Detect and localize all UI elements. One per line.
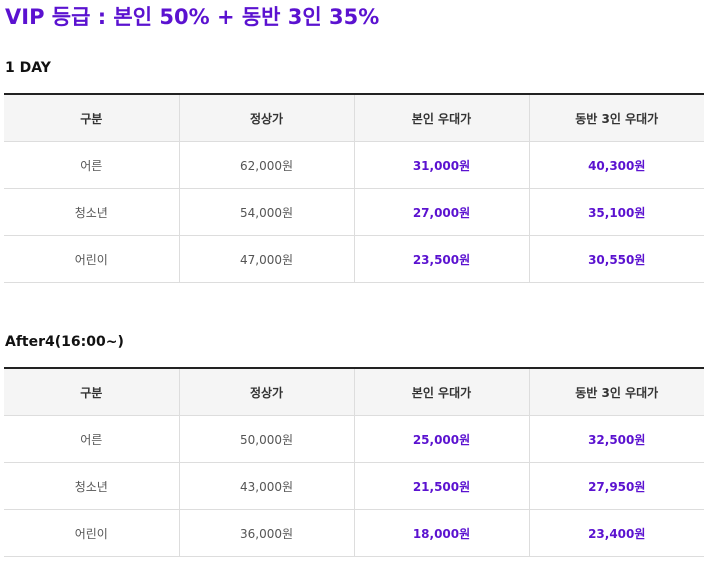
table-row: 어른 50,000원 25,000원 32,500원 <box>4 415 704 463</box>
row-category: 어린이 <box>4 509 179 557</box>
table-row: 청소년 54,000원 27,000원 35,100원 <box>4 188 704 236</box>
row-companion-price: 30,550원 <box>528 235 704 283</box>
column-header-self-discount: 본인 우대가 <box>353 94 529 142</box>
table-row: 어린이 36,000원 18,000원 23,400원 <box>4 509 704 557</box>
row-category: 어린이 <box>4 235 179 283</box>
row-regular-price: 43,000원 <box>178 462 354 510</box>
row-self-price: 23,500원 <box>353 235 529 283</box>
page-title: VIP 등급 : 본인 50% + 동반 3인 35% <box>5 5 380 29</box>
row-companion-price: 27,950원 <box>528 462 704 510</box>
row-companion-price: 23,400원 <box>528 509 704 557</box>
row-companion-price: 35,100원 <box>528 188 704 236</box>
column-header-regular-price: 정상가 <box>178 94 354 142</box>
table-header-row: 구분 정상가 본인 우대가 동반 3인 우대가 <box>4 368 704 416</box>
column-header-self-discount: 본인 우대가 <box>353 368 529 416</box>
row-regular-price: 36,000원 <box>178 509 354 557</box>
table-header-row: 구분 정상가 본인 우대가 동반 3인 우대가 <box>4 94 704 142</box>
row-category: 어른 <box>4 415 179 463</box>
table-row: 청소년 43,000원 21,500원 27,950원 <box>4 462 704 510</box>
section-heading-after4: After4(16:00~) <box>5 334 124 350</box>
table-row: 어린이 47,000원 23,500원 30,550원 <box>4 235 704 283</box>
row-regular-price: 62,000원 <box>178 141 354 189</box>
row-regular-price: 50,000원 <box>178 415 354 463</box>
row-self-price: 27,000원 <box>353 188 529 236</box>
column-header-companion-discount: 동반 3인 우대가 <box>528 368 704 416</box>
row-regular-price: 47,000원 <box>178 235 354 283</box>
row-self-price: 31,000원 <box>353 141 529 189</box>
column-header-category: 구분 <box>4 94 179 142</box>
table-row: 어른 62,000원 31,000원 40,300원 <box>4 141 704 189</box>
row-companion-price: 32,500원 <box>528 415 704 463</box>
row-category: 청소년 <box>4 188 179 236</box>
column-header-category: 구분 <box>4 368 179 416</box>
row-self-price: 21,500원 <box>353 462 529 510</box>
row-companion-price: 40,300원 <box>528 141 704 189</box>
price-table-after4: 구분 정상가 본인 우대가 동반 3인 우대가 어른 50,000원 25,00… <box>4 367 704 557</box>
row-regular-price: 54,000원 <box>178 188 354 236</box>
price-table-1day: 구분 정상가 본인 우대가 동반 3인 우대가 어른 62,000원 31,00… <box>4 93 704 283</box>
row-category: 어른 <box>4 141 179 189</box>
row-self-price: 25,000원 <box>353 415 529 463</box>
column-header-regular-price: 정상가 <box>178 368 354 416</box>
row-category: 청소년 <box>4 462 179 510</box>
column-header-companion-discount: 동반 3인 우대가 <box>528 94 704 142</box>
row-self-price: 18,000원 <box>353 509 529 557</box>
section-heading-1day: 1 DAY <box>5 60 51 76</box>
